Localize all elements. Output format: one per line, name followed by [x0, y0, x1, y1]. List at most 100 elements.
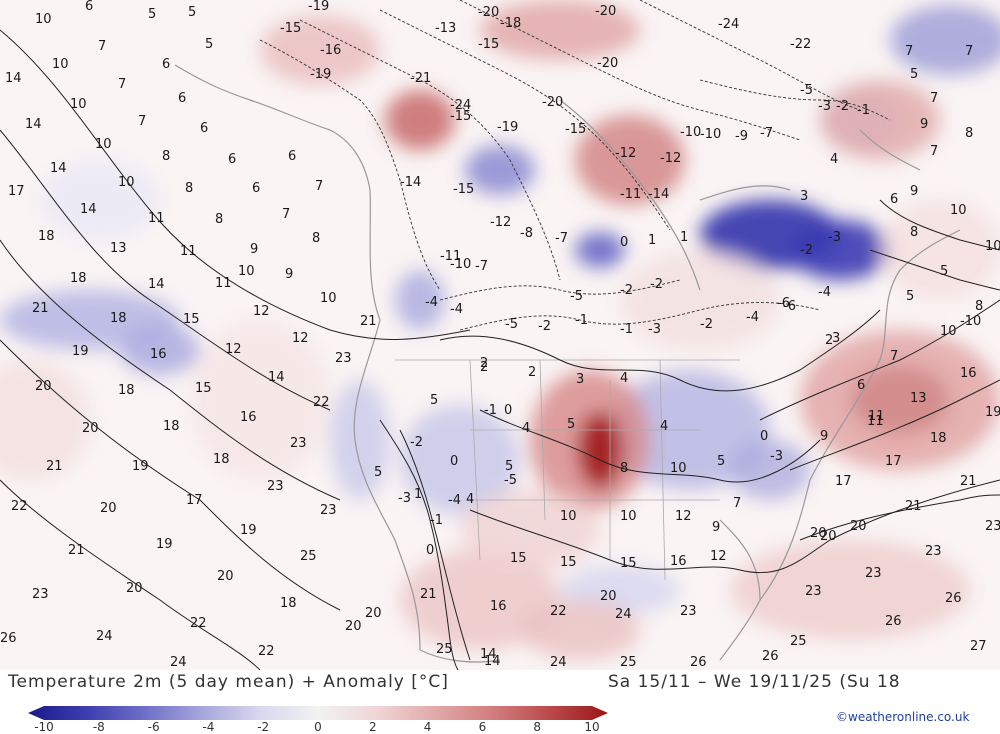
temperature-label: 7 — [315, 179, 324, 194]
isotherms-negative — [259, 0, 891, 331]
temperature-label: 11 — [148, 211, 165, 226]
temperature-label: 8 — [185, 181, 194, 196]
temperature-label: 13 — [110, 241, 127, 256]
temperature-label: -21 — [410, 71, 432, 86]
temperature-label: 26 — [885, 614, 902, 629]
temperature-label: 21 — [420, 587, 437, 602]
temperature-label: 1 — [680, 230, 689, 245]
temperature-label: 10 — [950, 203, 967, 218]
temperature-label: -3 — [770, 449, 783, 464]
temperature-label: 7 — [930, 144, 939, 159]
temperature-label: 11 — [868, 409, 885, 424]
temperature-label: -10 — [680, 125, 702, 140]
temperature-label: 22 — [11, 499, 28, 514]
temperature-label: 9 — [920, 117, 929, 132]
temperature-label: -24 — [718, 17, 740, 32]
temperature-label: 4 — [466, 492, 475, 507]
temperature-label: 12 — [292, 331, 309, 346]
temperature-label: 25 — [790, 634, 807, 649]
temperature-label: 16 — [150, 347, 167, 362]
temperature-label: -12 — [490, 215, 512, 230]
temperature-label: 21 — [32, 301, 49, 316]
temperature-label: 4 — [660, 419, 669, 434]
temperature-label: 22 — [313, 395, 330, 410]
color-scale-tick: -4 — [202, 720, 215, 734]
temperature-label: -10 — [450, 257, 472, 272]
temperature-label: 2 — [528, 365, 537, 380]
color-scale-ticks: -10 -8 -6 -4 -2 0 2 4 6 8 10 — [0, 720, 620, 734]
color-scale-tick: 4 — [423, 720, 432, 734]
temperature-label: -2 — [700, 317, 713, 332]
temperature-label: 10 — [560, 509, 577, 524]
temperature-label: 11 — [215, 276, 232, 291]
temperature-label: 2 — [480, 360, 489, 375]
temperature-label: 21 — [905, 499, 922, 514]
temperature-label: 0 — [504, 403, 513, 418]
temperature-label: -8 — [520, 226, 533, 241]
temperature-label: 23 — [32, 587, 49, 602]
temperature-label: -2 — [410, 435, 423, 450]
temperature-label: 25 — [300, 549, 317, 564]
temperature-label: 15 — [560, 555, 577, 570]
temperature-label: 22 — [550, 604, 567, 619]
temperature-label: -5 — [505, 317, 518, 332]
temperature-label: 1 — [414, 487, 423, 502]
temperature-label: 7 — [890, 349, 899, 364]
credit-link[interactable]: ©weatheronline.co.uk — [836, 710, 970, 724]
temperature-label: -5 — [800, 83, 813, 98]
temperature-label: -19 — [310, 67, 332, 82]
anomaly-patches — [0, 0, 1000, 660]
temperature-label: -3 — [818, 99, 831, 114]
temperature-label: 9 — [820, 429, 829, 444]
temperature-label: -11 — [440, 249, 462, 264]
temperature-label: 7 — [118, 77, 127, 92]
temperature-label: 9 — [910, 184, 919, 199]
temperature-label: -2 — [650, 277, 663, 292]
temperature-label: 17 — [885, 454, 902, 469]
anomaly-shading — [0, 0, 1000, 670]
temperature-label: 17 — [835, 474, 852, 489]
temperature-label: 14 — [80, 202, 97, 217]
temperature-label: 20 — [100, 501, 117, 516]
color-scale-tick: -2 — [257, 720, 270, 734]
temperature-label: 8 — [162, 149, 171, 164]
temperature-label: 25 — [620, 655, 637, 670]
temperature-label: -20 — [597, 56, 619, 71]
temperature-label: 23 — [680, 604, 697, 619]
color-scale-bar — [28, 706, 608, 720]
temperature-label: 6 — [857, 378, 866, 393]
temperature-label: 12 — [675, 509, 692, 524]
temperature-label: -20 — [542, 95, 564, 110]
temperature-label: 6 — [200, 121, 209, 136]
temperature-label: 16 — [670, 554, 687, 569]
temperature-label: -19 — [308, 0, 330, 14]
temperature-label: 6 — [228, 152, 237, 167]
temperature-label: -18 — [500, 16, 522, 31]
temperature-label: 18 — [213, 452, 230, 467]
temperature-label: 10 — [35, 12, 52, 27]
temperature-label: 3 — [800, 189, 809, 204]
temperature-label: 12 — [710, 549, 727, 564]
temperature-label: -15 — [565, 122, 587, 137]
temperature-label: 26 — [690, 655, 707, 670]
temperature-label: 21 — [960, 474, 977, 489]
temperature-label: 5 — [148, 7, 157, 22]
temperature-label: -1 — [484, 403, 497, 418]
temperature-label: 6 — [252, 181, 261, 196]
temperature-label: 4 — [522, 421, 531, 436]
temperature-label: 19 — [72, 344, 89, 359]
temperature-label: 20 — [365, 606, 382, 621]
temperature-label: 23 — [320, 503, 337, 518]
temperature-label: 10 — [118, 175, 135, 190]
temperature-label: 20 — [850, 519, 867, 534]
temperature-label: 7 — [138, 114, 147, 129]
temperature-label: 23 — [290, 436, 307, 451]
temperature-label: 15 — [510, 551, 527, 566]
temperature-label: 25 — [436, 642, 453, 657]
temperature-label: 5 — [567, 417, 576, 432]
temperature-label: 7 — [905, 44, 914, 59]
color-scale-tick: 2 — [368, 720, 377, 734]
temperature-label: -10 — [960, 314, 982, 329]
temperature-label: 18 — [70, 271, 87, 286]
temperature-label: -4 — [448, 493, 461, 508]
